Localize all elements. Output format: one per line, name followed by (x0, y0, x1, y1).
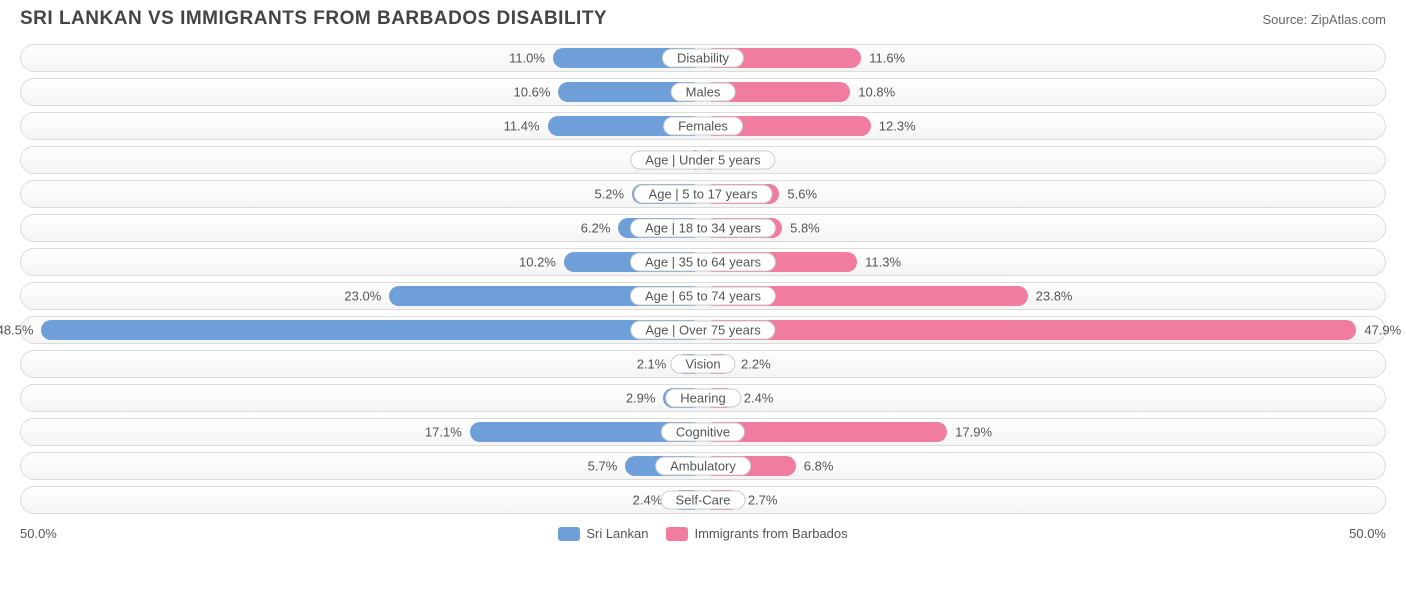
category-label: Age | 18 to 34 years (630, 219, 776, 238)
chart-row: 1.1%0.97%Age | Under 5 years (20, 146, 1386, 174)
pct-label-left: 17.1% (425, 425, 462, 440)
pct-label-right: 5.6% (787, 187, 817, 202)
chart-row: 11.4% 12.3% Females (20, 112, 1386, 140)
pct-label-left: 5.2% (594, 187, 624, 202)
category-label: Self-Care (661, 491, 746, 510)
legend-swatch-left (558, 527, 580, 541)
category-label: Age | Under 5 years (630, 151, 775, 170)
chart-row: 6.2% 5.8% Age | 18 to 34 years (20, 214, 1386, 242)
chart-row: 48.5%47.9%Age | Over 75 years (20, 316, 1386, 344)
pct-label-right: 10.8% (858, 85, 895, 100)
category-label: Males (671, 83, 736, 102)
category-label: Disability (662, 49, 744, 68)
chart-row: 2.4% 2.7%Self-Care (20, 486, 1386, 514)
chart-row: 17.1% 17.9% Cognitive (20, 418, 1386, 446)
category-label: Age | 65 to 74 years (630, 287, 776, 306)
category-label: Cognitive (661, 423, 745, 442)
pct-label-right: 11.3% (865, 255, 901, 270)
legend: Sri Lankan Immigrants from Barbados (80, 526, 1326, 541)
pct-label-right: 23.8% (1036, 289, 1073, 304)
bar-left (41, 320, 703, 340)
pct-label-left: 23.0% (344, 289, 381, 304)
chart-row: 2.1% 2.2% Vision (20, 350, 1386, 378)
axis-left-cap: 50.0% (20, 526, 80, 541)
category-label: Vision (670, 355, 735, 374)
chart-title: SRI LANKAN VS IMMIGRANTS FROM BARBADOS D… (20, 8, 607, 30)
chart-row: 10.2% 11.3% Age | 35 to 64 years (20, 248, 1386, 276)
legend-item-left: Sri Lankan (558, 526, 648, 541)
bar-right (703, 320, 1356, 340)
chart-row: 23.0% 23.8% Age | 65 to 74 years (20, 282, 1386, 310)
chart-row: 5.7% 6.8% Ambulatory (20, 452, 1386, 480)
pct-label-left: 6.2% (581, 221, 611, 236)
chart-row: 5.2% 5.6% Age | 5 to 17 years (20, 180, 1386, 208)
legend-swatch-right (666, 527, 688, 541)
pct-label-left: 11.4% (504, 119, 540, 134)
category-label: Age | Over 75 years (630, 321, 775, 340)
chart-row: 11.0% 11.6% Disability (20, 44, 1386, 72)
chart-body: 11.0% 11.6% Disability 10.6% 10.8% Males 11.4%… (0, 44, 1406, 526)
pct-label-right: 12.3% (879, 119, 916, 134)
pct-label-right: 11.6% (869, 51, 905, 66)
chart-footer: 50.0% Sri Lankan Immigrants from Barbado… (0, 526, 1406, 551)
chart-row: 10.6% 10.8% Males (20, 78, 1386, 106)
pct-label-left: 2.4% (633, 493, 663, 508)
category-label: Hearing (665, 389, 741, 408)
pct-label-left: 2.1% (637, 357, 667, 372)
pct-label-right: 2.7% (748, 493, 778, 508)
category-label: Ambulatory (655, 457, 751, 476)
pct-label-right: 5.8% (790, 221, 820, 236)
axis-right-cap: 50.0% (1326, 526, 1386, 541)
source-attribution: Source: ZipAtlas.com (1262, 12, 1386, 27)
pct-label-left: 11.0% (509, 51, 545, 66)
pct-label-right: 47.9% (1364, 323, 1401, 338)
pct-label-right: 2.2% (741, 357, 771, 372)
pct-label-right: 17.9% (955, 425, 992, 440)
category-label: Age | 35 to 64 years (630, 253, 776, 272)
pct-label-right: 6.8% (804, 459, 834, 474)
legend-item-right: Immigrants from Barbados (666, 526, 847, 541)
pct-label-left: 10.6% (514, 85, 551, 100)
chart-header: SRI LANKAN VS IMMIGRANTS FROM BARBADOS D… (0, 0, 1406, 44)
chart-container: SRI LANKAN VS IMMIGRANTS FROM BARBADOS D… (0, 0, 1406, 551)
chart-row: 2.9% 2.4%Hearing (20, 384, 1386, 412)
legend-label-left: Sri Lankan (586, 526, 648, 541)
legend-label-right: Immigrants from Barbados (694, 526, 847, 541)
pct-label-left: 2.9% (626, 391, 656, 406)
pct-label-left: 48.5% (0, 323, 33, 338)
pct-label-right: 2.4% (744, 391, 774, 406)
pct-label-left: 10.2% (519, 255, 556, 270)
category-label: Age | 5 to 17 years (634, 185, 773, 204)
pct-label-left: 5.7% (588, 459, 618, 474)
category-label: Females (663, 117, 743, 136)
